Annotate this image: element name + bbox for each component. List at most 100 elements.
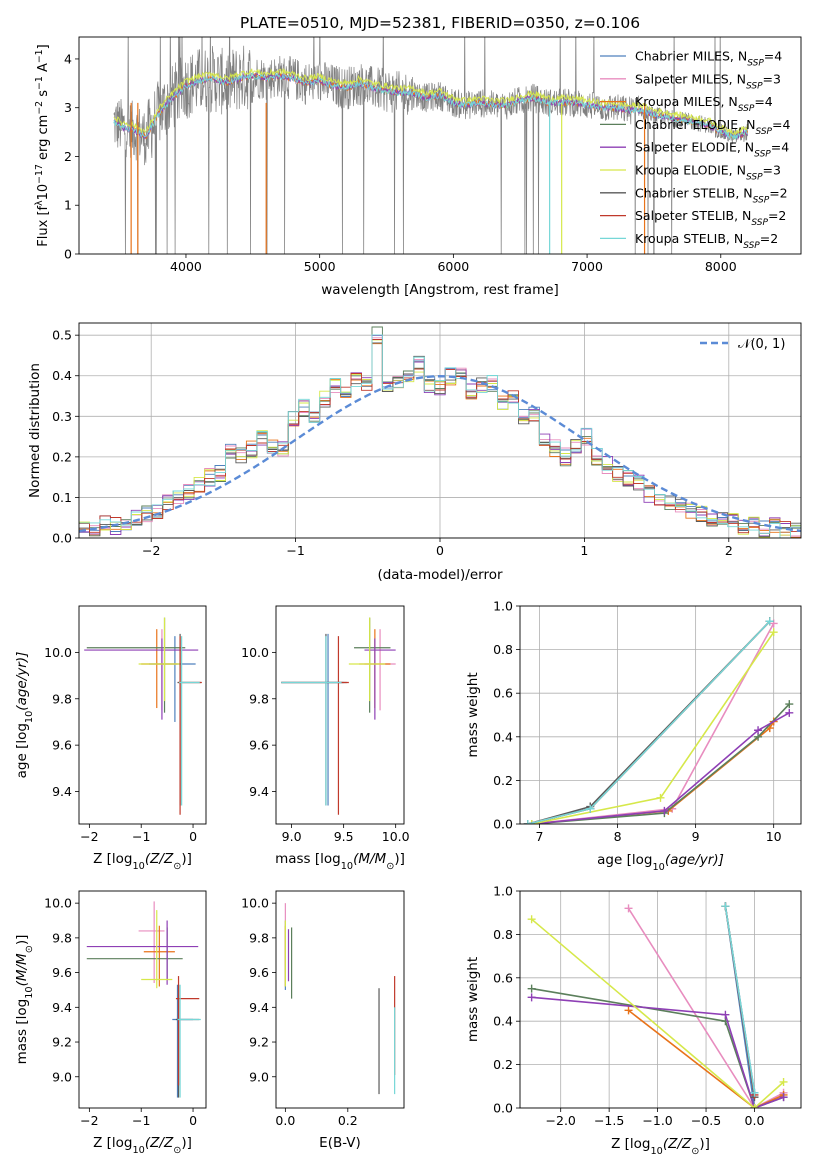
y-axis-label-part: −17 bbox=[34, 164, 45, 184]
y-tick-label: 0.2 bbox=[52, 449, 72, 464]
legend-label-tail: =2 bbox=[768, 208, 786, 223]
y-axis-label: mass weight bbox=[465, 672, 481, 757]
legend-label: Chabrier ELODIE, NSSP=4 bbox=[635, 117, 790, 137]
plot-area bbox=[79, 323, 801, 538]
y-tick-label: 9.6 bbox=[249, 738, 269, 753]
x-tick-label: −1 bbox=[286, 543, 304, 558]
x-axis-label-part: )] bbox=[181, 851, 192, 867]
y-axis-label: age [log10(age/yr)] bbox=[14, 652, 35, 779]
legend-label-base: Salpeter ELODIE, N bbox=[635, 140, 754, 155]
panel-spectrum: 4000 5000 6000 7000 8000 0 1 2 3 4 wavelength [Ang… bbox=[34, 36, 802, 298]
y-tick-label: 0.6 bbox=[493, 686, 513, 701]
x-axis-label: (data-model)/error bbox=[377, 567, 503, 583]
legend-label-base: Chabrier STELIB, N bbox=[635, 185, 753, 200]
axes-frame bbox=[275, 605, 405, 825]
x-tick-label: 10.0 bbox=[382, 829, 410, 844]
y-axis-label-part: ⊙ bbox=[24, 945, 35, 953]
legend-label-sub: SSP bbox=[746, 173, 763, 183]
x-tick-label: 4000 bbox=[170, 259, 202, 274]
x-axis-label-part: 10 bbox=[133, 861, 145, 872]
y-axis-label-part: 10 bbox=[24, 986, 35, 998]
y-tick-label: 0.1 bbox=[52, 490, 72, 505]
series-marker bbox=[754, 726, 763, 735]
x-axis-label-part: ⊙ bbox=[173, 861, 181, 872]
y-tick-label: 0.4 bbox=[493, 1014, 513, 1029]
legend-label: Chabrier MILES, NSSP=4 bbox=[635, 49, 782, 69]
x-axis-label-part: Z [log bbox=[93, 851, 132, 867]
series-line bbox=[531, 918, 785, 1108]
y-tick-label: 1.0 bbox=[493, 599, 513, 614]
x-tick-label: 9.0 bbox=[282, 829, 302, 844]
plot-area bbox=[284, 903, 396, 1095]
series-marker bbox=[785, 700, 794, 709]
y-tick-label: 0.4 bbox=[493, 729, 513, 744]
y-tick-label: 4 bbox=[64, 51, 72, 66]
series-marker bbox=[527, 820, 536, 824]
series-marker bbox=[765, 617, 774, 626]
y-tick-label: 9.8 bbox=[249, 691, 269, 706]
x-axis-label-part: ⊙ bbox=[173, 1145, 181, 1156]
y-tick-label: 9.8 bbox=[52, 930, 72, 945]
y-tick-label: 9.4 bbox=[52, 1000, 72, 1015]
y-tick-label: 9.4 bbox=[52, 784, 72, 799]
y-tick-label: 1 bbox=[64, 198, 72, 213]
legend-label-tail: =4 bbox=[754, 94, 772, 109]
legend-label-sub: SSP bbox=[753, 195, 770, 205]
x-axis-label: mass [log10(M/M⊙)] bbox=[275, 851, 405, 872]
x-tick-label: 7 bbox=[536, 829, 544, 844]
series-marker bbox=[624, 1006, 633, 1015]
y-tick-label: 0.4 bbox=[52, 368, 72, 383]
series-marker bbox=[769, 628, 778, 637]
x-tick-label: 0.0 bbox=[275, 1113, 295, 1128]
y-axis-label-part: Flux [f bbox=[36, 205, 51, 246]
x-tick-label: −1.0 bbox=[642, 1113, 672, 1128]
legend-label-sub: SSP bbox=[754, 150, 771, 160]
y-axis-label-part: λ bbox=[34, 200, 45, 206]
y-tick-label: 0.3 bbox=[52, 409, 72, 424]
series-marker bbox=[527, 915, 536, 924]
x-axis-label-part: (Z/Z bbox=[145, 1135, 174, 1151]
x-axis-label: age [log10(age/yr)] bbox=[597, 852, 724, 873]
series-marker bbox=[721, 902, 730, 911]
y-tick-label: 1.0 bbox=[493, 884, 513, 899]
series-marker bbox=[523, 820, 532, 824]
y-axis-label-part: mass [log bbox=[14, 999, 30, 1065]
x-axis-label-part: (Z/Z bbox=[663, 1136, 692, 1152]
legend-label: Kroupa ELODIE, NSSP=3 bbox=[635, 163, 781, 183]
y-tick-label: 10.0 bbox=[44, 896, 72, 911]
panel-weight_vs_Z: −2.0 −1.5 −1.0 −0.5 0.0 0.0 0.2 0.4 0.6 0.8 1.0 Z [… bbox=[465, 884, 802, 1157]
series-line bbox=[531, 703, 790, 824]
x-axis-label-part: (Z/Z bbox=[145, 851, 174, 867]
x-tick-label: −1 bbox=[132, 829, 150, 844]
y-tick-label: 9.6 bbox=[249, 965, 269, 980]
y-axis-label: Normed distribution bbox=[27, 363, 43, 498]
x-tick-label: 2 bbox=[725, 543, 733, 558]
x-axis-label: Z [log10(Z/Z⊙)] bbox=[93, 851, 192, 872]
series-marker bbox=[750, 1104, 759, 1108]
y-tick-label: 0.2 bbox=[493, 773, 513, 788]
y-axis-label-part: )] bbox=[14, 935, 30, 946]
x-axis-label-part: 10 bbox=[133, 1145, 145, 1156]
legend-label-tail: =3 bbox=[763, 163, 781, 178]
legend-label-sub: SSP bbox=[751, 218, 768, 228]
x-axis-label-part: 10 bbox=[651, 1146, 663, 1157]
x-axis-label-part: )] bbox=[394, 851, 405, 867]
y-axis-label-part: −2 bbox=[34, 101, 45, 115]
series-marker bbox=[721, 1010, 730, 1019]
x-axis-label: Z [log10(Z/Z⊙)] bbox=[611, 1136, 710, 1157]
x-axis-label-part: 10 bbox=[341, 861, 353, 872]
legend-label-base: Salpeter MILES, N bbox=[635, 71, 746, 86]
y-tick-label: 0.8 bbox=[493, 642, 513, 657]
y-axis-label: mass [log10(M/M⊙)] bbox=[14, 935, 35, 1065]
x-axis-label-part: )] bbox=[699, 1136, 710, 1152]
y-axis-label-part: A bbox=[36, 63, 51, 76]
x-tick-label: 10 bbox=[766, 829, 782, 844]
plot-area bbox=[520, 606, 801, 824]
panel-age_vs_mass: 9.0 9.5 10.0 9.4 9.6 9.8 10.0 mass [log10(M/M⊙)… bbox=[241, 605, 410, 872]
legend-label-tail: =2 bbox=[769, 185, 787, 200]
legend-label-sub: SSP bbox=[743, 241, 760, 251]
panel-residuals: −2 −1 0 1 2 0.0 0.1 0.2 0.3 0.4 0.5 𝒩(0, 1) (data-mo… bbox=[27, 322, 802, 583]
legend-label-base: Kroupa ELODIE, N bbox=[635, 163, 746, 178]
